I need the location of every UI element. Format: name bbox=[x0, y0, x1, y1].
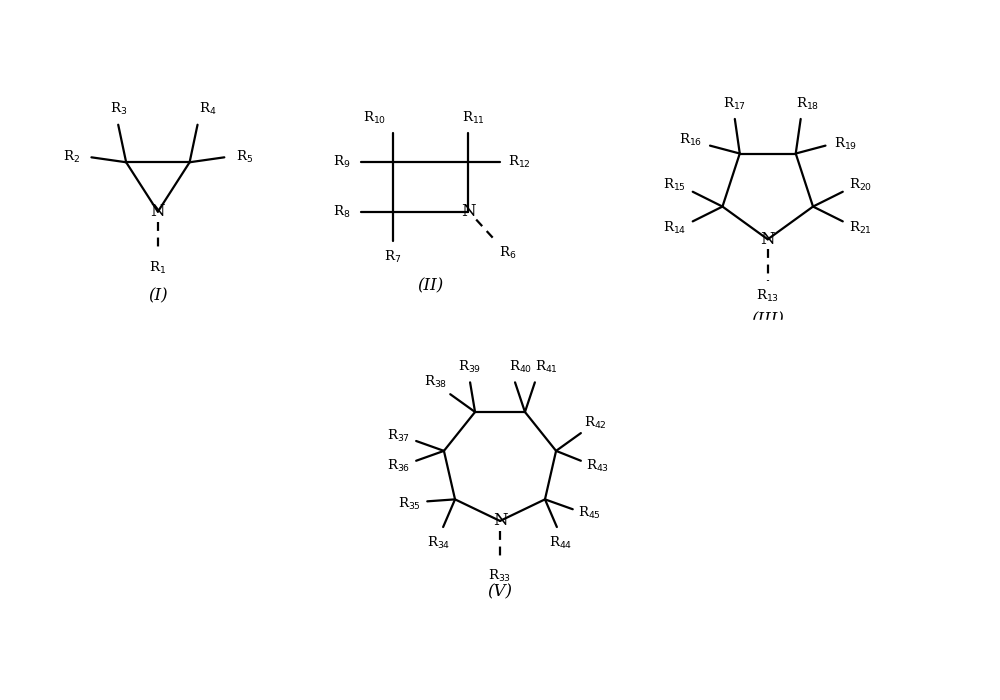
Text: R$_{46}$: R$_{46}$ bbox=[806, 570, 829, 587]
Text: R$_{35}$: R$_{35}$ bbox=[398, 496, 421, 512]
Text: R$_{37}$: R$_{37}$ bbox=[387, 428, 410, 444]
Text: N: N bbox=[461, 203, 476, 220]
Text: R$_{27}$: R$_{27}$ bbox=[138, 369, 162, 385]
Text: R$_{47}$: R$_{47}$ bbox=[719, 491, 742, 508]
Text: R$_{53}$: R$_{53}$ bbox=[736, 368, 759, 384]
Text: R$_{6}$: R$_{6}$ bbox=[499, 245, 517, 261]
Text: R$_{8}$: R$_{8}$ bbox=[333, 204, 350, 220]
Text: N: N bbox=[810, 514, 825, 531]
Text: R$_{30}$: R$_{30}$ bbox=[259, 435, 282, 451]
Text: R$_{28}$: R$_{28}$ bbox=[194, 365, 217, 381]
Text: R$_{29}$: R$_{29}$ bbox=[237, 391, 260, 407]
Text: R$_{40}$: R$_{40}$ bbox=[509, 358, 533, 375]
Text: (I): (I) bbox=[148, 287, 168, 304]
Text: R$_{31}$: R$_{31}$ bbox=[259, 478, 282, 494]
Text: R$_{60}$: R$_{60}$ bbox=[864, 542, 887, 558]
Text: N: N bbox=[151, 203, 165, 220]
Bar bbox=[54, 340, 331, 617]
Text: R$_{3}$: R$_{3}$ bbox=[110, 101, 127, 117]
Text: R$_{1}$: R$_{1}$ bbox=[149, 260, 166, 276]
Text: R$_{19}$: R$_{19}$ bbox=[834, 136, 857, 152]
Text: R$_{18}$: R$_{18}$ bbox=[796, 96, 819, 112]
Text: N: N bbox=[493, 512, 507, 529]
Text: R$_{41}$: R$_{41}$ bbox=[535, 358, 558, 375]
Text: R$_{34}$: R$_{34}$ bbox=[427, 535, 451, 551]
Text: R$_{59}$: R$_{59}$ bbox=[892, 491, 915, 508]
Text: R$_{22}$: R$_{22}$ bbox=[166, 564, 189, 580]
Text: R$_{51}$: R$_{51}$ bbox=[757, 366, 780, 382]
Text: R$_{11}$: R$_{11}$ bbox=[462, 110, 485, 126]
Text: R$_{24}$: R$_{24}$ bbox=[74, 478, 97, 494]
Text: R$_{44}$: R$_{44}$ bbox=[549, 535, 573, 551]
Text: R$_{14}$: R$_{14}$ bbox=[663, 220, 687, 237]
Text: R$_{56}$: R$_{56}$ bbox=[883, 385, 906, 401]
Text: R$_{5}$: R$_{5}$ bbox=[236, 149, 253, 165]
Text: R$_{27}$: R$_{27}$ bbox=[138, 365, 162, 381]
Text: (VI): (VI) bbox=[802, 586, 833, 603]
Text: R$_{29}$: R$_{29}$ bbox=[255, 414, 278, 430]
Text: R$_{52}$: R$_{52}$ bbox=[729, 385, 752, 401]
Text: R$_{16}$: R$_{16}$ bbox=[679, 132, 702, 148]
Text: N: N bbox=[760, 231, 775, 248]
Text: R$_{17}$: R$_{17}$ bbox=[723, 96, 746, 112]
Text: N: N bbox=[170, 505, 185, 522]
Text: R$_{54}$: R$_{54}$ bbox=[831, 355, 854, 371]
Text: (III): (III) bbox=[751, 312, 784, 329]
Text: R$_{56}$: R$_{56}$ bbox=[880, 378, 903, 394]
Text: R$_{9}$: R$_{9}$ bbox=[333, 154, 350, 170]
Text: R$_{13}$: R$_{13}$ bbox=[756, 288, 779, 304]
Text: R$_{28}$: R$_{28}$ bbox=[194, 369, 217, 385]
Text: R$_{60}$: R$_{60}$ bbox=[862, 541, 885, 557]
Text: (IV): (IV) bbox=[162, 575, 194, 593]
Text: (II): (II) bbox=[417, 277, 444, 294]
Text: R$_{55}$: R$_{55}$ bbox=[860, 368, 883, 384]
Text: R$_{38}$: R$_{38}$ bbox=[424, 374, 447, 391]
Text: R$_{15}$: R$_{15}$ bbox=[663, 177, 686, 193]
Text: R$_{36}$: R$_{36}$ bbox=[387, 458, 410, 474]
Text: R$_{23}$: R$_{23}$ bbox=[111, 526, 134, 542]
Text: R$_{55}$: R$_{55}$ bbox=[854, 366, 877, 382]
Text: R$_{54}$: R$_{54}$ bbox=[829, 355, 853, 371]
Text: R$_{53}$: R$_{53}$ bbox=[784, 355, 807, 371]
Text: R$_{21}$: R$_{21}$ bbox=[849, 220, 872, 237]
Text: R$_{30}$: R$_{30}$ bbox=[259, 446, 282, 462]
Text: R$_{33}$: R$_{33}$ bbox=[488, 568, 512, 584]
Bar bbox=[679, 321, 996, 617]
Text: R$_{52}$: R$_{52}$ bbox=[730, 378, 753, 394]
Text: R$_{25}$: R$_{25}$ bbox=[74, 435, 97, 451]
Text: R$_{32}$: R$_{32}$ bbox=[216, 531, 239, 547]
Text: R$_{46}$: R$_{46}$ bbox=[806, 570, 829, 587]
Text: R$_{42}$: R$_{42}$ bbox=[584, 415, 607, 431]
Text: R$_{12}$: R$_{12}$ bbox=[508, 154, 531, 170]
Text: R$_{57}$: R$_{57}$ bbox=[910, 437, 932, 453]
Text: R$_{49}$: R$_{49}$ bbox=[702, 437, 725, 453]
Text: R$_{4}$: R$_{4}$ bbox=[199, 101, 216, 117]
Text: (V): (V) bbox=[488, 584, 513, 601]
Text: R$_{58}$: R$_{58}$ bbox=[910, 475, 933, 491]
Text: R$_{32}$: R$_{32}$ bbox=[214, 526, 237, 542]
Text: R$_{57}$: R$_{57}$ bbox=[911, 438, 934, 454]
Text: R$_{22}$: R$_{22}$ bbox=[166, 559, 189, 575]
Text: R$_{26}$: R$_{26}$ bbox=[95, 389, 119, 405]
Text: N: N bbox=[170, 510, 185, 526]
Text: R$_{28}$: R$_{28}$ bbox=[234, 392, 257, 408]
Text: R$_{45}$: R$_{45}$ bbox=[578, 505, 601, 522]
Text: R$_{53}$: R$_{53}$ bbox=[784, 352, 807, 368]
Text: R$_{58}$: R$_{58}$ bbox=[911, 473, 934, 489]
Text: R$_{39}$: R$_{39}$ bbox=[458, 358, 482, 375]
Text: R$_{59}$: R$_{59}$ bbox=[894, 494, 916, 510]
Text: N: N bbox=[810, 514, 825, 531]
Text: R$_{10}$: R$_{10}$ bbox=[363, 110, 387, 126]
Text: R$_{48}$: R$_{48}$ bbox=[748, 542, 771, 558]
Text: R$_{20}$: R$_{20}$ bbox=[849, 177, 872, 193]
Text: R$_{43}$: R$_{43}$ bbox=[586, 458, 609, 474]
Text: R$_{50}$: R$_{50}$ bbox=[702, 475, 725, 491]
Text: R$_{31}$: R$_{31}$ bbox=[259, 478, 282, 494]
Text: R$_{7}$: R$_{7}$ bbox=[384, 249, 402, 265]
Text: R$_{2}$: R$_{2}$ bbox=[63, 149, 80, 165]
